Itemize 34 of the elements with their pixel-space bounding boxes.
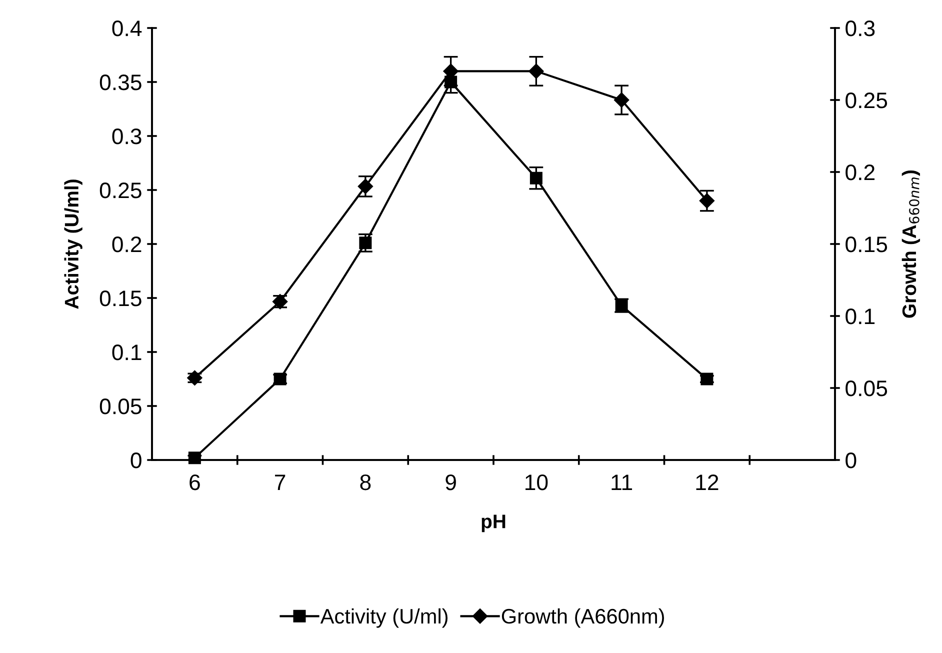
x-tick-label: 10 (526, 474, 548, 490)
point (699, 193, 715, 208)
point (358, 178, 374, 194)
point (528, 64, 544, 79)
y-tick-label: 0.2 (112, 236, 142, 252)
x-tick-label: 8 (360, 474, 371, 490)
y2-tick-label: 0 (846, 452, 856, 468)
x-tick-label: 11 (612, 474, 632, 490)
legend-label: Activity (U/ml) (320, 608, 448, 628)
y2-tick-label: 0.05 (846, 380, 888, 396)
point (359, 236, 372, 250)
x-tick-label: 6 (190, 474, 200, 490)
x-tick-label: 12 (696, 474, 718, 490)
y-tick-label: 0.4 (112, 20, 142, 36)
y-tick-label: 0.1 (112, 344, 142, 360)
point (614, 92, 630, 108)
y-tick-label: 0 (130, 452, 142, 468)
x-tick-label: 9 (446, 474, 456, 490)
y2-tick-label: 0.15 (846, 236, 888, 252)
y-axis-title: Activity (U/ml) (64, 180, 82, 309)
x-axis-title: pH (482, 514, 506, 532)
y2-tick-label: 0.3 (846, 20, 875, 36)
y2-tick-label: 0.2 (846, 164, 874, 180)
y2-tick-label: 0.25 (846, 92, 888, 108)
y-tick-label: 0.05 (100, 398, 142, 414)
y-tick-label: 0.25 (100, 182, 142, 198)
y-tick-label: 0.15 (100, 290, 142, 306)
y-tick-label: 0.35 (100, 74, 142, 90)
point (530, 172, 542, 184)
y2-axis-title: Growth (A$_{660nm}$) (902, 170, 920, 318)
x-tick-label: 7 (275, 474, 286, 490)
y2-tick-label: 0.1 (846, 308, 875, 324)
legend-label: Growth (A660nm) (502, 608, 664, 628)
y-tick-label: 0.3 (112, 128, 142, 144)
